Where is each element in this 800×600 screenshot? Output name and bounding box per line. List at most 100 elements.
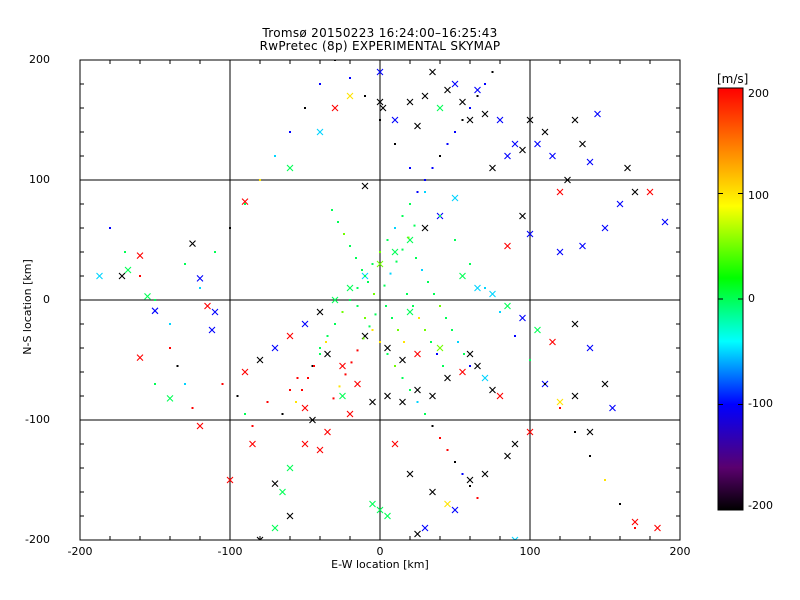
data-point-dot [355, 257, 357, 259]
data-point-dot [362, 337, 365, 340]
data-point-dot [401, 377, 404, 379]
data-point-dot [406, 293, 408, 295]
data-point-dot [476, 497, 479, 499]
data-point-dot [191, 407, 194, 409]
data-point-cross [646, 188, 654, 196]
data-point-dot [604, 479, 606, 481]
data-point-cross [384, 344, 391, 352]
data-point-cross [376, 98, 384, 106]
data-point-dot [379, 341, 381, 343]
data-point-cross [324, 428, 331, 436]
data-point-dot [463, 353, 465, 355]
data-point-dot [373, 293, 375, 295]
data-point-dot [374, 313, 377, 316]
data-point-dot [401, 248, 404, 251]
data-point-dot [169, 323, 171, 325]
data-point-cross [631, 518, 639, 526]
data-point-cross [481, 374, 489, 382]
data-point-cross [586, 158, 594, 166]
data-point-dot [491, 71, 494, 73]
data-point-cross [182, 543, 188, 549]
data-point-cross [256, 536, 264, 540]
data-point-cross [369, 500, 376, 508]
data-point-dot [451, 329, 453, 331]
data-point-cross [316, 446, 324, 454]
data-point-cross [204, 302, 211, 310]
data-point-cross [384, 512, 391, 520]
data-point-cross [399, 398, 406, 406]
data-point-dot [331, 209, 333, 211]
data-point-dot [337, 221, 339, 223]
data-point-cross [504, 452, 511, 460]
data-point-cross [481, 470, 489, 478]
data-point-cross [136, 252, 144, 259]
data-point-dot [409, 389, 411, 391]
data-point-dot [397, 329, 399, 331]
data-point-dot [427, 281, 429, 283]
data-point-cross [579, 140, 586, 148]
data-point-cross [211, 308, 219, 316]
data-point-dot [368, 325, 371, 328]
data-point-cross [406, 470, 414, 478]
data-point-cross [564, 176, 571, 184]
data-point-dot [379, 119, 381, 121]
data-point-dot [574, 431, 576, 433]
data-points [96, 60, 669, 549]
data-point-cross [391, 248, 399, 256]
data-point-cross [208, 326, 216, 334]
data-point-cross [286, 332, 294, 340]
data-point-dot [394, 143, 396, 145]
data-point-cross [571, 116, 579, 124]
data-point-dot [424, 179, 426, 181]
data-point-cross [504, 242, 511, 250]
data-point-dot [338, 385, 341, 388]
data-point-dot [319, 347, 321, 349]
data-point-cross [526, 428, 534, 436]
x-tick-marks [79, 60, 681, 540]
data-point-dot [139, 275, 141, 277]
data-point-cross [504, 152, 511, 160]
data-point-dot [431, 425, 434, 427]
data-point-cross [316, 128, 324, 136]
data-point-dot [413, 224, 416, 227]
data-point-cross [196, 275, 204, 282]
data-point-cross [436, 344, 444, 352]
data-point-cross [346, 92, 354, 100]
data-point-cross [391, 116, 399, 124]
data-point-cross [556, 248, 564, 256]
data-point-dot [236, 395, 239, 397]
data-point-dot [229, 227, 231, 229]
data-point-dot [424, 329, 426, 331]
data-point-dot [409, 203, 411, 205]
data-point-dot [326, 335, 329, 337]
data-point-dot [307, 377, 309, 379]
data-point-dot [289, 389, 291, 391]
data-point-dot [424, 413, 426, 415]
data-point-dot [469, 365, 471, 367]
data-point-dot [461, 473, 464, 475]
x-tick-label-2: -100 [217, 545, 243, 558]
data-point-dot [446, 143, 449, 145]
data-point-cross [384, 392, 391, 400]
data-point-dot [332, 397, 335, 400]
data-point-cross [124, 266, 132, 274]
data-point-cross [586, 428, 594, 436]
data-point-cross [511, 140, 519, 148]
data-point-cross [249, 440, 256, 448]
data-point-cross [196, 422, 204, 430]
y-tick-label-2: 100 [29, 173, 50, 186]
data-point-dot [391, 317, 393, 319]
y-tick-label-4: -100 [25, 413, 50, 426]
data-point-cross [301, 404, 309, 412]
data-point-dot [176, 365, 179, 367]
data-point-dot [364, 275, 366, 277]
data-point-dot [431, 167, 434, 169]
data-point-dot [454, 461, 456, 463]
data-point-dot [446, 449, 449, 451]
data-point-cross [346, 410, 354, 418]
y-tick-marks [80, 59, 680, 541]
data-point-cross [241, 368, 249, 376]
data-point-dot [289, 131, 291, 133]
data-point-cross [586, 344, 594, 352]
data-point-dot [469, 485, 471, 487]
